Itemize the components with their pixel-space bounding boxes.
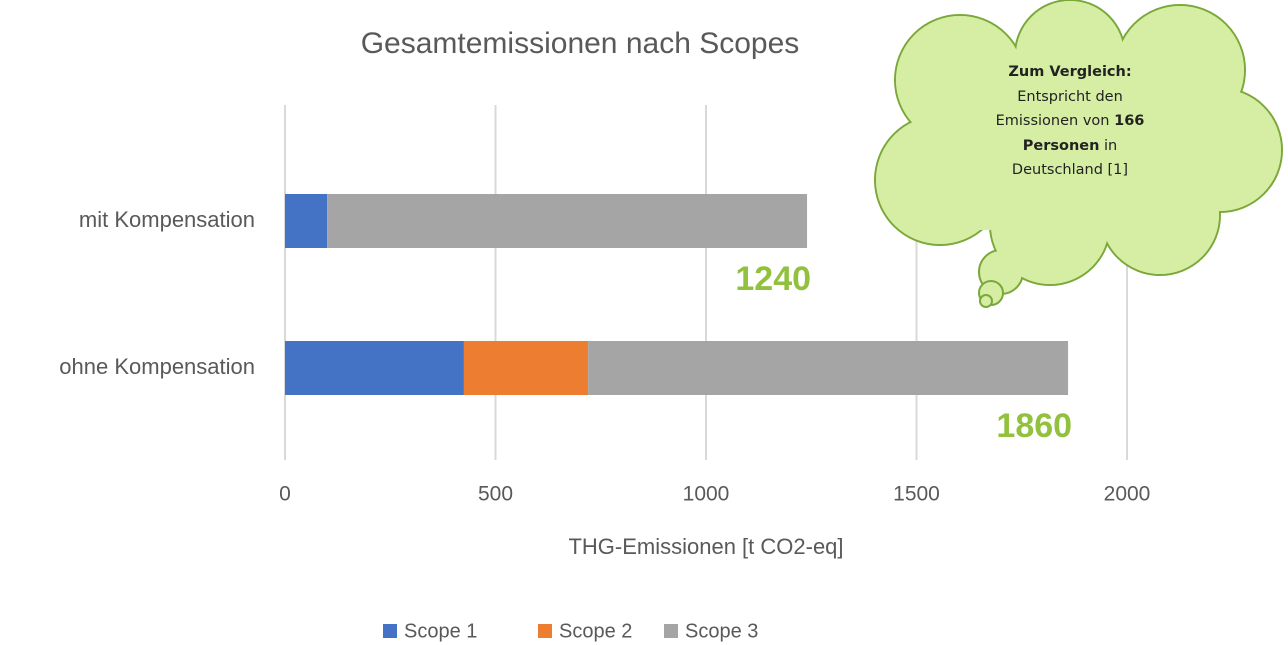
callout-text-before: Entspricht den Emissionen von (996, 89, 1123, 130)
x-tick-label: 1500 (893, 483, 940, 506)
bar-segment (327, 194, 807, 248)
bar-segment (464, 341, 588, 395)
legend-label: Scope 2 (559, 620, 632, 642)
x-axis-title: THG-Emissionen [t CO2-eq] (568, 534, 843, 559)
bar-segment (285, 341, 464, 395)
legend-swatch (664, 624, 678, 638)
legend-label: Scope 1 (404, 620, 477, 642)
bar-segment (588, 341, 1068, 395)
callout-text: Zum Vergleich: Entspricht den Emissionen … (990, 60, 1150, 183)
x-tick-label: 1000 (683, 483, 730, 506)
total-label: 1860 (996, 407, 1072, 445)
y-tick-label: mit Kompensation (79, 207, 255, 232)
x-tick-label: 0 (279, 483, 291, 506)
chart-title: Gesamtemissionen nach Scopes (361, 27, 800, 60)
total-label: 1240 (735, 260, 811, 298)
legend-label: Scope 3 (685, 620, 758, 642)
page: Gesamtemissionen nach Scopes THG-Emissio… (0, 0, 1288, 645)
x-tick-label: 2000 (1104, 483, 1151, 506)
legend-swatch (383, 624, 397, 638)
legend-swatch (538, 624, 552, 638)
y-tick-label: ohne Kompensation (59, 354, 255, 379)
callout-heading: Zum Vergleich: (1008, 64, 1131, 80)
bar-segment (285, 194, 327, 248)
x-tick-label: 500 (478, 483, 513, 506)
